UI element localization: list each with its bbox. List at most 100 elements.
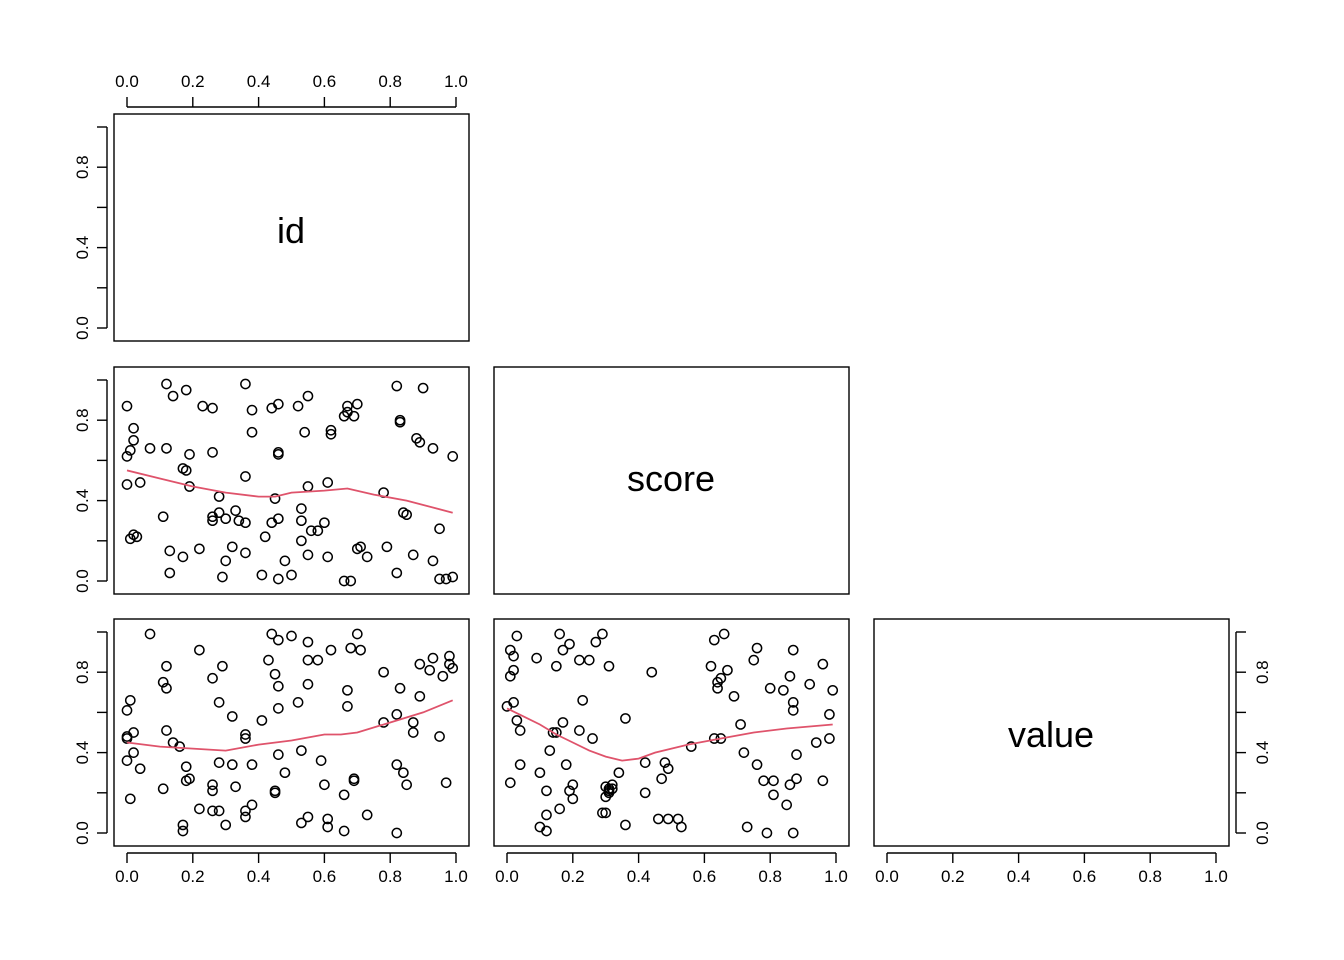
scatter-point (427, 555, 439, 567)
scatter-point (447, 451, 459, 462)
scatter-point (541, 825, 552, 837)
scatter-point (705, 660, 717, 672)
scatter-point (266, 628, 278, 640)
scatter-point (554, 628, 565, 640)
panel-frame-value-diagonal (873, 618, 1230, 847)
bottom-axis-tick-label: 0.0 (115, 867, 139, 886)
scatter-point (348, 775, 360, 787)
scatter-point (134, 477, 146, 488)
smoother-line (506, 707, 833, 762)
scatter-point (184, 773, 195, 785)
scatter-point (590, 636, 602, 648)
scatter-point (342, 684, 353, 696)
scatter-point (514, 759, 526, 771)
scatter-point (342, 701, 353, 712)
scatter-point (197, 400, 209, 412)
scatter-point (246, 404, 258, 416)
scatter-point (355, 644, 366, 656)
scatter-point (391, 567, 403, 579)
scatter-point (246, 759, 258, 771)
scatter-point (240, 729, 251, 740)
marks-layer (121, 378, 839, 839)
scatter-point (246, 799, 258, 811)
scatter-point (597, 807, 608, 819)
scatter-point (286, 569, 297, 581)
scatter-point (302, 549, 314, 561)
scatter-point (824, 733, 835, 744)
scatter-point (302, 481, 314, 492)
scatter-point (447, 571, 459, 583)
scatter-point (207, 785, 218, 797)
scatter-point (577, 694, 589, 706)
scatter-point (768, 789, 779, 801)
scatter-point (541, 809, 552, 821)
scatter-point (164, 567, 176, 579)
scatter-point (434, 523, 445, 535)
scatter-point (600, 807, 612, 819)
scatter-point (361, 809, 373, 821)
scatter-point (787, 644, 799, 656)
scatter-point (256, 569, 268, 581)
scatter-point (157, 511, 169, 523)
scatter-point (391, 759, 403, 771)
bottom-axis-tick-label: 0.8 (1138, 867, 1162, 886)
scatter-point (207, 779, 218, 791)
scatter-point (272, 449, 284, 460)
scatter-point (391, 709, 403, 720)
scatter-point (508, 650, 519, 662)
scatter-point (342, 400, 353, 412)
scatter-point (504, 777, 516, 789)
scatter-point (128, 727, 139, 738)
variable-label-id: id (277, 210, 305, 251)
scatter-point (407, 549, 419, 561)
bottom-axis-tick-label: 0.4 (1007, 867, 1031, 886)
scatter-point (299, 426, 311, 438)
scatter-point (639, 757, 651, 769)
bottom-axis-tick-label: 0.6 (693, 867, 717, 886)
scatter-point (213, 507, 225, 519)
scatter-point (121, 755, 133, 766)
scatter-point (325, 428, 337, 440)
scatter-point (444, 650, 455, 662)
scatter-point (810, 737, 822, 748)
scatter-point (128, 434, 139, 446)
scatter-point (554, 803, 565, 815)
scatter-point (791, 773, 802, 785)
scatter-point (226, 759, 238, 771)
scatter-point (272, 703, 284, 714)
scatter-point (560, 759, 572, 771)
scatter-point (741, 821, 753, 833)
top-axis-tick-label: 0.8 (378, 72, 402, 91)
scatter-point (348, 410, 360, 422)
scatter-point (302, 390, 314, 402)
scatter-point (177, 551, 189, 563)
scatter-point (437, 670, 449, 682)
scatter-point (180, 465, 192, 476)
scatter-point (824, 709, 835, 720)
panel-value-vs-id (121, 628, 459, 839)
scatter-point (272, 680, 284, 692)
scatter-point (272, 513, 284, 525)
scatter-point (272, 634, 284, 646)
scatter-point (398, 767, 409, 779)
scatter-point (722, 664, 733, 676)
scatter-point (302, 678, 314, 690)
panel-frame-score-diagonal (493, 366, 850, 595)
scatter-point (121, 400, 133, 412)
scatter-point (587, 733, 598, 744)
scatter-point (230, 505, 241, 516)
top-axis-tick-label: 0.0 (115, 72, 139, 91)
scatter-point (434, 731, 445, 742)
scatter-point (718, 628, 730, 640)
scatter-point (124, 533, 136, 545)
bottom-axis-tick-label: 0.4 (627, 867, 651, 886)
scatter-point (606, 779, 618, 791)
scatter-point (351, 628, 363, 640)
scatter-point (161, 660, 172, 672)
panel-frame-value-vs-id (113, 618, 470, 847)
bottom-axis-tick-label: 0.8 (758, 867, 782, 886)
scatter-point (272, 573, 284, 585)
scatter-point (676, 821, 687, 833)
scatter-point (764, 682, 776, 694)
scatter-point (325, 424, 337, 436)
